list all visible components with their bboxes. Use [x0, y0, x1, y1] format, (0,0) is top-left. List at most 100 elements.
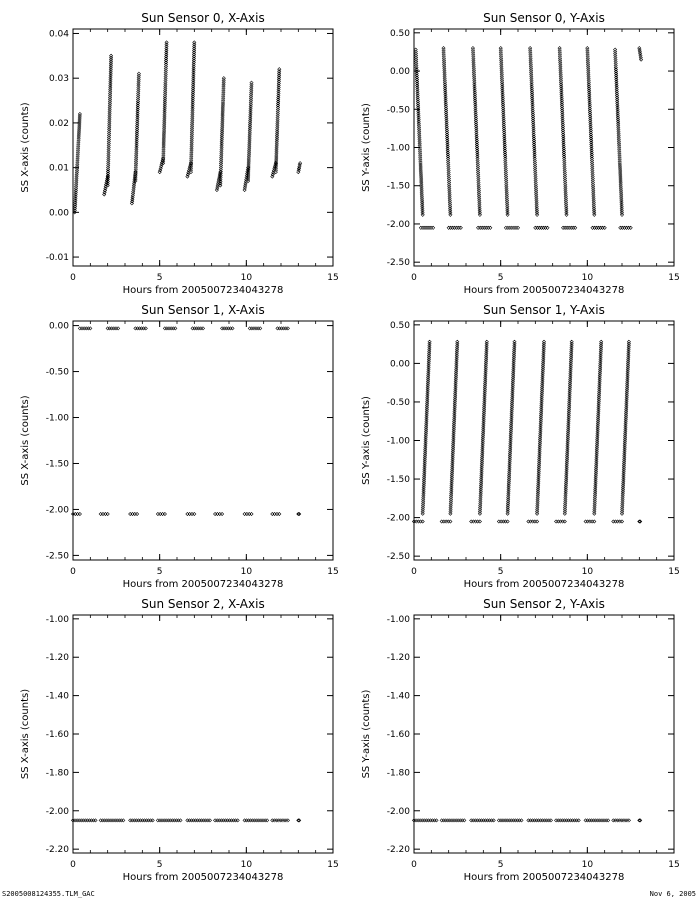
data-points — [188, 40, 197, 175]
y-tick-label: -0.50 — [46, 368, 70, 378]
data-points — [411, 519, 425, 524]
data-points — [448, 339, 460, 516]
data-points — [411, 818, 439, 823]
data-points — [526, 519, 540, 524]
x-tick-label: 15 — [668, 860, 679, 870]
data-points — [220, 326, 235, 331]
data-points — [583, 519, 597, 524]
data-points — [618, 225, 633, 230]
x-axis-label: Hours from 2005007234043278 — [123, 579, 284, 590]
data-points — [105, 53, 114, 188]
data-points — [496, 818, 524, 823]
data-points — [105, 326, 121, 331]
x-tick-label: 0 — [70, 273, 76, 283]
x-tick-label: 0 — [70, 567, 76, 577]
y-tick-label: -1.50 — [46, 459, 70, 469]
data-points — [535, 339, 547, 516]
data-points — [98, 511, 110, 517]
data-points — [296, 511, 302, 517]
y-tick-label: 0.50 — [390, 29, 410, 39]
chart-5: Sun Sensor 2, Y-Axis 0 5 10 15 -2.20 -2.00 -1.8… — [361, 597, 680, 883]
data-points — [418, 225, 436, 230]
x-axis-label: Hours from 2005007234043278 — [464, 579, 625, 590]
y-tick-label: -2.00 — [387, 514, 411, 524]
x-tick-label: 5 — [157, 567, 163, 577]
y-tick-label: -0.01 — [46, 253, 69, 263]
data-points — [611, 818, 631, 823]
data-points — [469, 818, 496, 823]
footer-filename: S2005008124355.TLM_GAC — [2, 890, 95, 898]
x-tick-label: 0 — [70, 860, 76, 870]
y-tick-label: 0.00 — [49, 208, 69, 218]
data-points — [561, 225, 578, 230]
data-points — [133, 71, 141, 184]
y-tick-label: -0.50 — [387, 398, 411, 408]
data-points — [270, 511, 282, 517]
plot-frame — [72, 320, 334, 561]
x-tick-label: 15 — [327, 273, 338, 283]
x-tick-label: 5 — [498, 273, 504, 283]
y-tick-label: 0.00 — [390, 67, 410, 77]
data-points — [270, 818, 290, 823]
data-points — [190, 326, 206, 331]
x-tick-label: 15 — [327, 860, 338, 870]
y-tick-label: -2.00 — [387, 807, 411, 817]
x-tick-label: 10 — [582, 860, 594, 870]
x-tick-label: 5 — [498, 567, 504, 577]
x-tick-label: 0 — [411, 567, 417, 577]
y-tick-label: -2.20 — [46, 845, 70, 855]
data-points — [562, 339, 574, 516]
data-points — [476, 225, 493, 230]
x-tick-label: 15 — [668, 273, 679, 283]
data-points — [420, 339, 432, 516]
chart-2: Sun Sensor 1, X-Axis 0 5 10 15 -2.50 -2.00 -1.5… — [20, 303, 339, 590]
data-points — [242, 818, 270, 823]
data-points — [469, 519, 482, 524]
x-axis-label: Hours from 2005007234043278 — [464, 285, 625, 296]
x-tick-label: 10 — [582, 273, 594, 283]
y-tick-label: -1.20 — [387, 653, 411, 663]
data-points — [439, 818, 467, 823]
y-axis-label: SS Y-axis (counts) — [361, 103, 372, 192]
y-tick-label: 0.00 — [49, 322, 69, 332]
data-points — [526, 818, 553, 823]
data-points — [446, 225, 463, 230]
data-points — [128, 818, 155, 823]
plot-frame — [72, 614, 334, 854]
y-tick-label: -1.80 — [387, 768, 411, 778]
y-tick-label: -1.40 — [46, 692, 70, 702]
plot-frame — [413, 614, 675, 854]
plot-frame — [72, 28, 334, 267]
y-tick-label: 0.50 — [390, 321, 410, 331]
data-points — [496, 519, 510, 524]
data-points — [637, 519, 643, 524]
chart-title: Sun Sensor 0, X-Axis — [141, 11, 264, 25]
data-points — [477, 339, 489, 516]
x-tick-label: 10 — [241, 567, 253, 577]
y-tick-label: -1.50 — [387, 475, 411, 485]
x-tick-label: 10 — [241, 860, 253, 870]
data-points — [296, 818, 302, 823]
chart-title: Sun Sensor 1, Y-Axis — [483, 303, 605, 317]
data-points — [554, 519, 567, 524]
y-axis-label: SS X-axis (counts) — [20, 689, 31, 779]
data-points — [70, 818, 98, 823]
y-tick-label: -1.50 — [387, 182, 411, 192]
chart-4: Sun Sensor 2, X-Axis 0 5 10 15 -2.20 -2.00 -1.8… — [20, 597, 339, 883]
y-tick-label: -2.00 — [46, 807, 70, 817]
chart-1: Sun Sensor 0, Y-Axis 0 5 10 15 -2.50 -2.00 -1.5… — [361, 11, 680, 296]
chart-title: Sun Sensor 0, Y-Axis — [483, 11, 605, 25]
y-tick-label: -2.00 — [387, 220, 411, 230]
y-tick-label: -0.50 — [387, 105, 411, 115]
data-points — [470, 46, 482, 217]
y-axis-label: SS X-axis (counts) — [20, 395, 31, 485]
data-points — [72, 111, 82, 215]
y-tick-label: -2.50 — [46, 551, 70, 561]
data-points — [592, 339, 604, 516]
y-tick-label: -1.40 — [387, 692, 411, 702]
x-tick-label: 15 — [327, 567, 338, 577]
data-points — [554, 818, 581, 823]
data-points — [613, 47, 625, 217]
chart-title: Sun Sensor 1, X-Axis — [141, 303, 264, 317]
